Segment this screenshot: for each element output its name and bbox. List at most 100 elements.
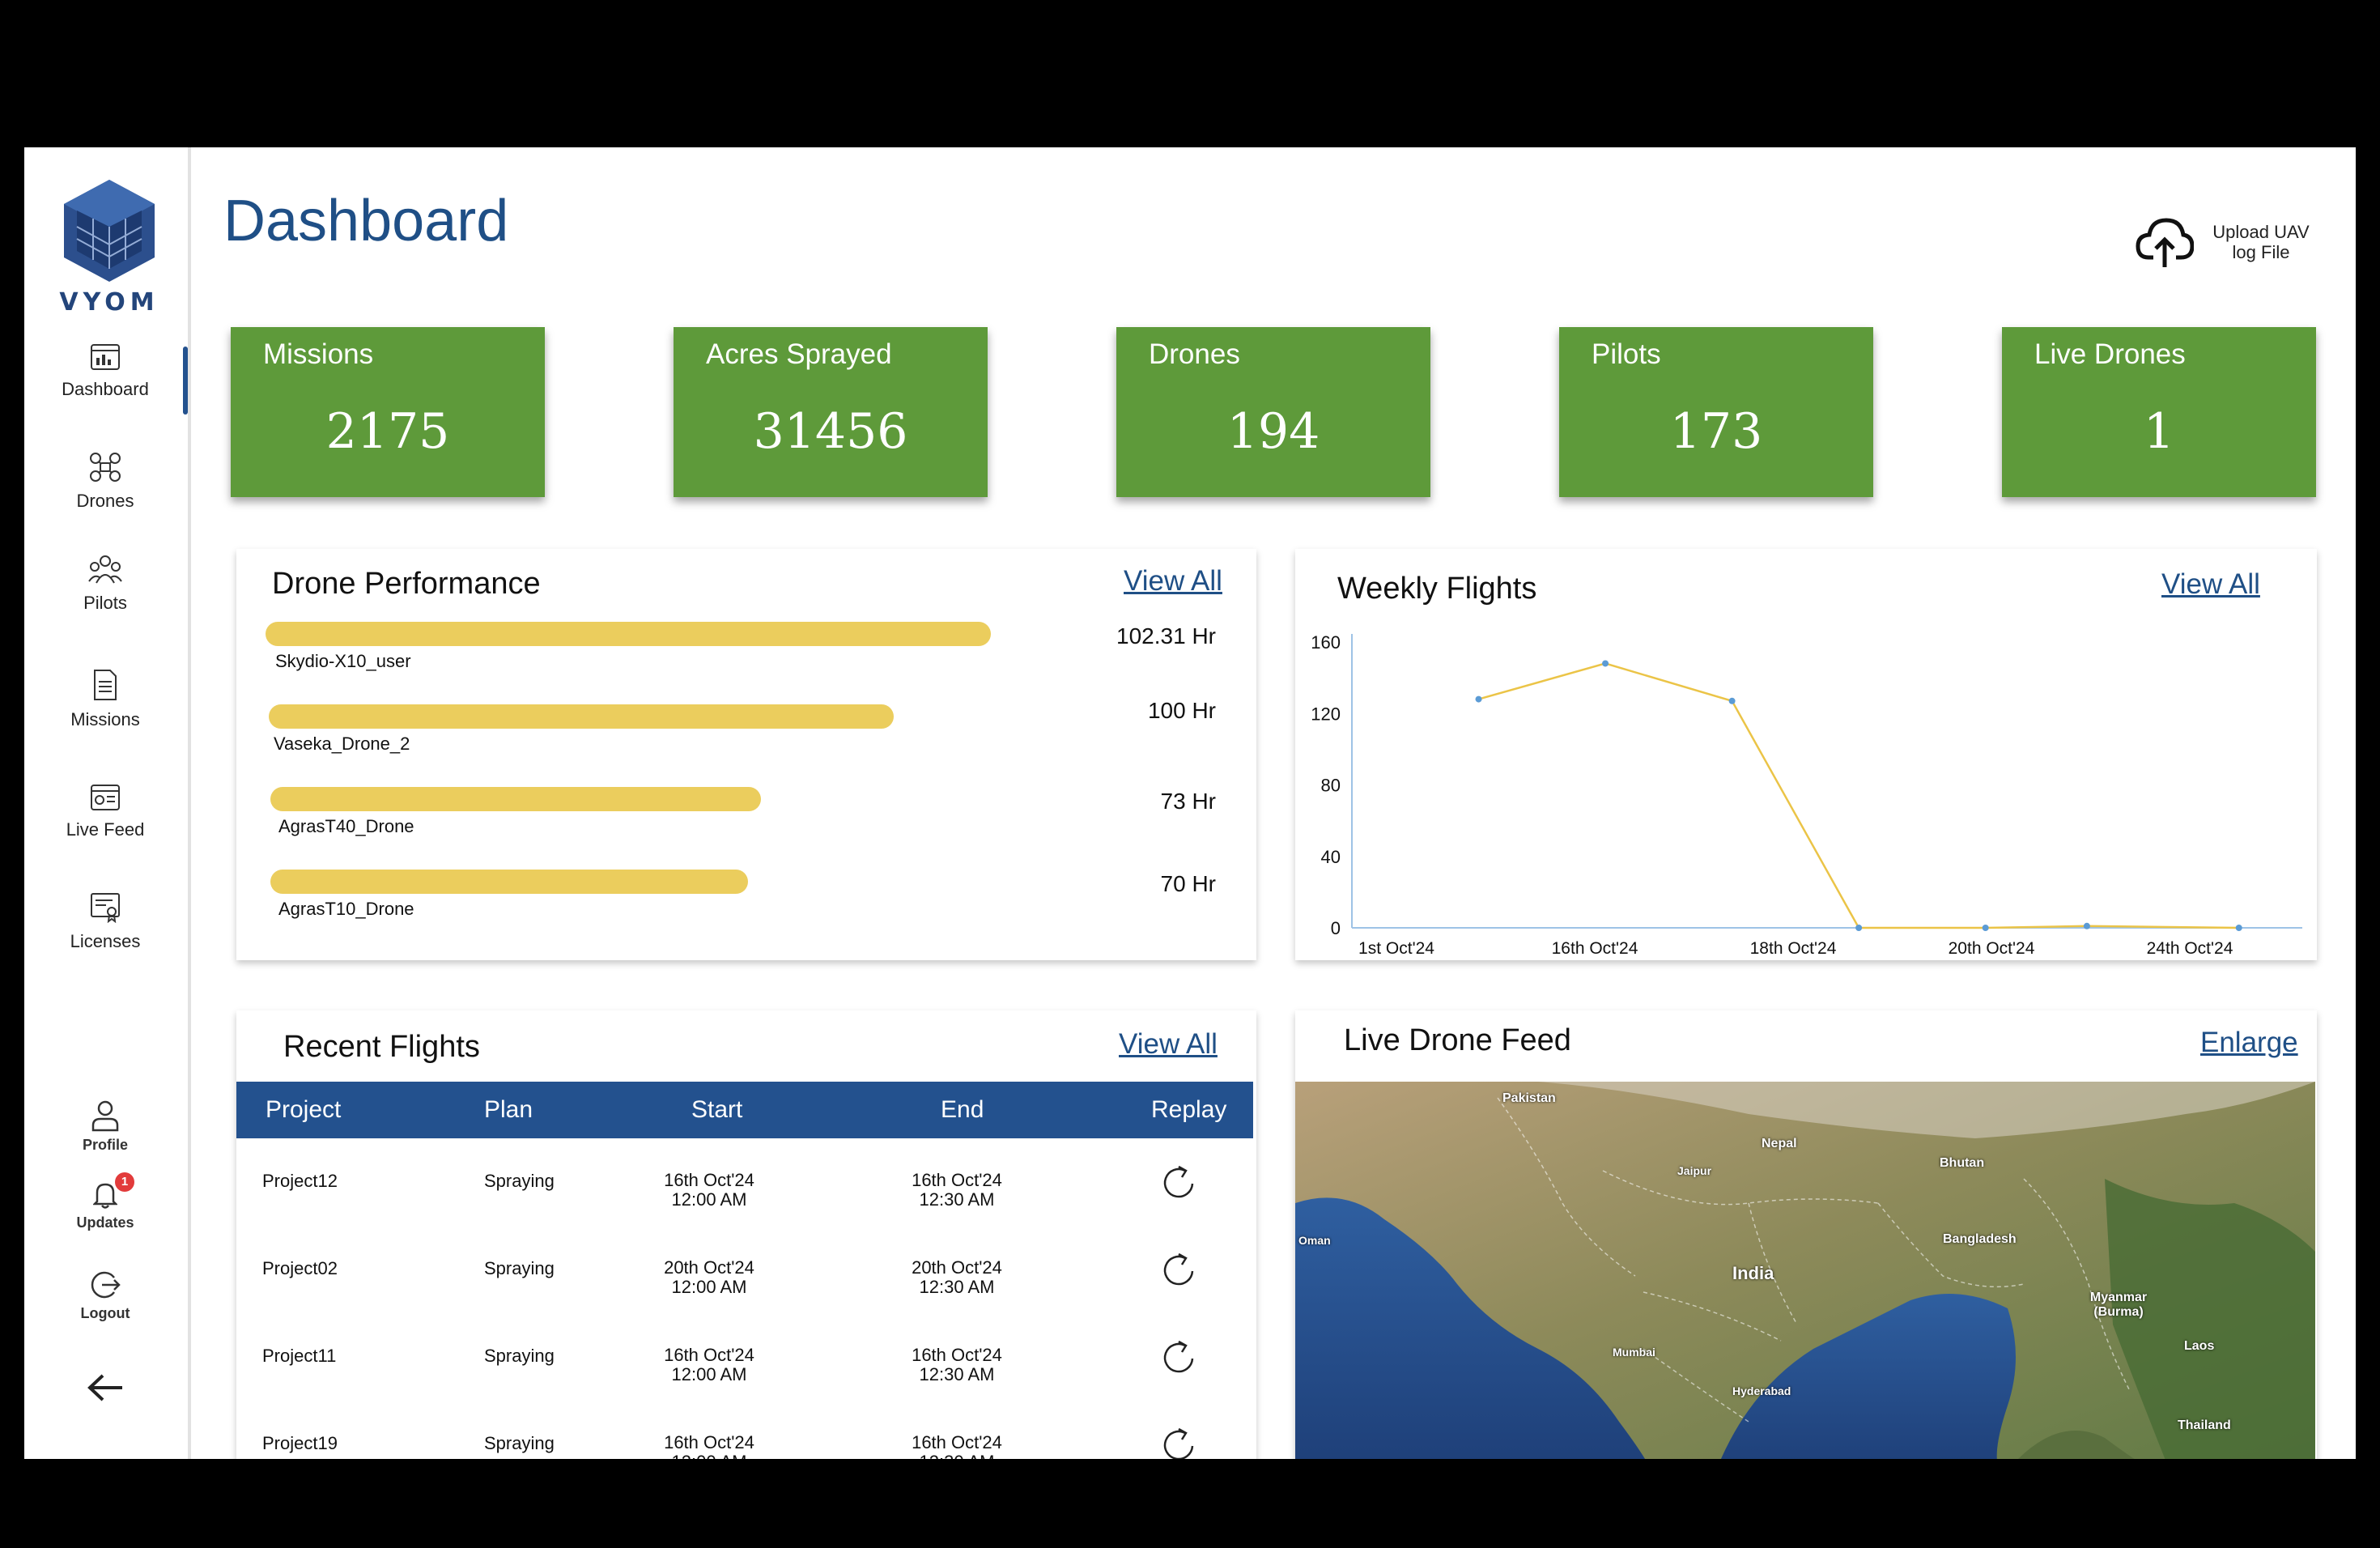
sidebar-item-missions[interactable]: Missions [24,669,186,730]
sidebar-item-label: Missions [70,709,140,729]
sidebar-item-dashboard[interactable]: Dashboard [24,343,186,400]
end-date: 16th Oct'24 [912,1345,1002,1365]
upload-log-button[interactable]: Upload UAV log File [2136,215,2322,272]
x-tick-label: 18th Oct'24 [1750,939,1837,958]
view-all-weekly-link[interactable]: View All [2161,568,2260,600]
drone-name: AgrasT10_Drone [278,899,414,919]
view-all-performance-link[interactable]: View All [1124,565,1222,597]
cell-plan: Spraying [484,1433,555,1453]
drone-icon [90,453,121,482]
active-nav-indicator [183,347,188,415]
weekly-flights-panel: Weekly Flights View All 0 40 80 120 160 1st O… [1295,549,2317,960]
map-label: India [1732,1263,1774,1283]
stat-card-acres-sprayed[interactable]: Acres Sprayed 31456 [674,327,988,497]
x-tick-label: 12:00 AM [1361,959,1433,960]
performance-bar [270,787,761,811]
sidebar-item-label: Licenses [70,931,141,951]
end-date: 16th Oct'24 [912,1170,1002,1190]
stat-value: 2175 [325,403,450,460]
dashboard-icon [91,344,120,370]
bell-icon [93,1183,117,1209]
stat-value: 194 [1226,403,1320,460]
end-time: 12:30 AM [919,1189,995,1210]
data-point [2235,925,2242,931]
x-tick-label: 12:00 AM [1956,959,2028,960]
column-header-start[interactable]: Start [691,1096,743,1123]
sidebar-item-label: Dashboard [62,379,149,399]
start-date: 16th Oct'24 [664,1345,754,1365]
replay-icon[interactable] [1161,1339,1196,1376]
sidebar-item-updates[interactable]: 1 Updates [24,1172,186,1231]
stat-label: Pilots [1592,338,1661,370]
replay-icon[interactable] [1161,1252,1196,1289]
table-row[interactable]: Project12 Spraying 16th Oct'24 12:00 AM … [236,1138,1253,1226]
view-all-flights-link[interactable]: View All [1119,1028,1218,1060]
collapse-sidebar-button[interactable] [24,1373,186,1407]
x-tick-label: 24th Oct'24 [2147,939,2233,958]
replay-icon[interactable] [1161,1164,1196,1201]
sidebar-item-label: Profile [82,1137,128,1153]
live-feed-icon [91,785,120,810]
sidebar-item-drones[interactable]: Drones [24,452,186,512]
map-label: Oman [1298,1234,1331,1247]
sidebar-item-profile[interactable]: Profile [24,1099,186,1154]
drone-name: Skydio-X10_user [275,651,411,671]
sidebar-item-licenses[interactable]: Licenses [24,892,186,952]
data-point [1982,925,1989,931]
sidebar-item-label: Updates [76,1214,134,1231]
drone-performance-panel: Drone Performance View All Skydio-X10_us… [236,549,1256,960]
cell-end: 16th Oct'24 12:30 AM [884,1171,1030,1210]
cell-start: 16th Oct'24 12:00 AM [636,1433,782,1460]
sidebar-item-label: Pilots [83,593,127,613]
map-image [1295,1082,2315,1459]
stat-card-missions[interactable]: Missions 2175 [231,327,545,497]
performance-bar [269,704,894,729]
cell-end: 16th Oct'24 12:30 AM [884,1346,1030,1384]
table-row[interactable]: Project19 Spraying 16th Oct'24 12:00 AM … [236,1401,1253,1459]
map-label: Thailand [2178,1418,2231,1432]
licenses-icon [91,893,120,923]
column-header-plan[interactable]: Plan [484,1096,533,1123]
data-point [1602,660,1609,667]
stat-label: Live Drones [2034,338,2186,370]
enlarge-map-link[interactable]: Enlarge [2200,1027,2298,1058]
stat-card-drones[interactable]: Drones 194 [1116,327,1430,497]
panel-title: Drone Performance [272,567,541,601]
vyom-logo[interactable]: VYOM [57,178,162,317]
map-label: Mumbai [1613,1346,1655,1359]
replay-icon[interactable] [1161,1427,1196,1459]
app-window: VYOM Dashboard Drones [24,147,2356,1459]
x-tick-label: 1st Oct'24 [1358,939,1434,958]
start-time: 12:00 AM [671,1189,747,1210]
cell-project: Project19 [262,1433,338,1453]
map-label: Pakistan [1502,1091,1556,1105]
stat-card-live-drones[interactable]: Live Drones 1 [2002,327,2316,497]
x-tick-label: 16th Oct'24 [1552,939,1638,958]
live-feed-map[interactable]: Pakistan Nepal Bhutan India Bangladesh M… [1295,1082,2315,1459]
column-header-end[interactable]: End [941,1096,984,1123]
stat-value: 1 [2143,403,2175,460]
sidebar-item-live-feed[interactable]: Live Feed [24,784,186,840]
sidebar-item-logout[interactable]: Logout [24,1269,186,1322]
column-header-project[interactable]: Project [266,1096,342,1123]
table-row[interactable]: Project02 Spraying 20th Oct'24 12:00 AM … [236,1226,1253,1313]
cell-end: 16th Oct'24 12:30 AM [884,1433,1030,1460]
map-label: Myanmar (Burma) [2089,1291,2148,1319]
performance-bar [266,622,991,646]
sidebar-item-pilots[interactable]: Pilots [24,554,186,614]
live-drone-feed-panel: Live Drone Feed Enlarge [1295,1010,2317,1459]
data-point [1855,925,1863,931]
table-row[interactable]: Project11 Spraying 16th Oct'24 12:00 AM … [236,1313,1253,1401]
recent-flights-panel: Recent Flights View All Project Plan Sta… [236,1010,1256,1459]
stat-card-pilots[interactable]: Pilots 173 [1559,327,1873,497]
cell-plan: Spraying [484,1258,555,1278]
panel-title: Recent Flights [283,1030,480,1064]
column-header-replay[interactable]: Replay [1151,1096,1227,1123]
logout-icon [91,1271,121,1299]
y-tick-label: 120 [1311,704,1341,724]
upload-label: Upload UAV log File [2212,222,2310,262]
cell-project: Project02 [262,1258,338,1278]
performance-bar [270,870,748,894]
flight-hours: 100 Hr [1147,698,1216,723]
x-tick-label: 20th Oct'24 [1949,939,2035,958]
